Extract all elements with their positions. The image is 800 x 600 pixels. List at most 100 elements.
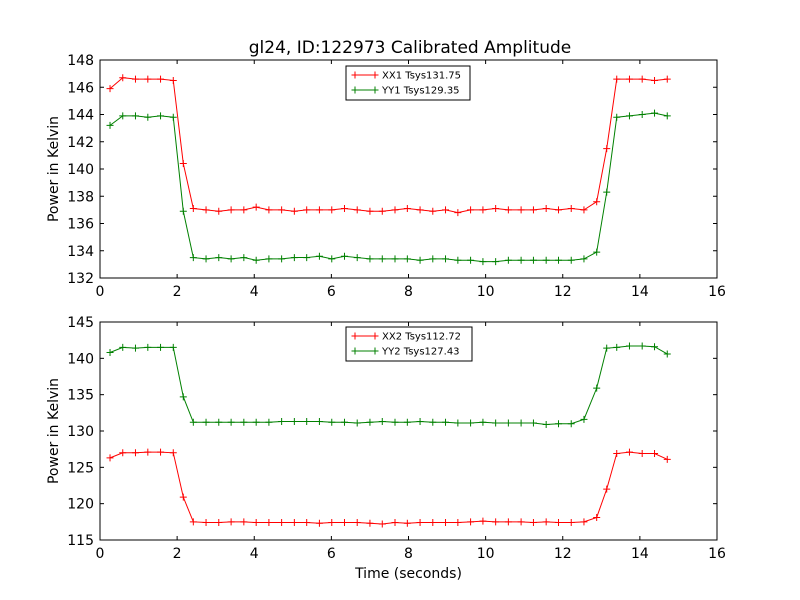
legend-marker	[371, 332, 379, 340]
legend-label: XX1 Tsys131.75	[382, 71, 461, 82]
data-point-marker	[252, 203, 260, 211]
data-point-marker	[603, 188, 611, 196]
data-point-marker	[189, 518, 197, 526]
legend: XX1 Tsys131.75 YY1 Tsys129.35	[345, 65, 471, 101]
data-point-marker	[240, 418, 248, 426]
data-point-marker	[169, 449, 177, 457]
data-point-marker	[106, 349, 114, 357]
data-point-marker	[467, 419, 475, 427]
y-tick-label: 144	[67, 108, 94, 124]
data-point-marker	[416, 519, 424, 527]
data-point-marker	[119, 449, 127, 457]
data-point-marker	[479, 418, 487, 426]
data-point-marker	[278, 418, 286, 426]
x-tick-label: 10	[477, 284, 495, 300]
x-tick-label: 8	[404, 546, 413, 562]
data-point-marker	[613, 113, 621, 121]
y-tick-label: 140	[67, 351, 94, 367]
data-point-marker	[378, 418, 386, 426]
data-point-marker	[651, 343, 659, 351]
series-line	[109, 77, 668, 214]
data-point-marker	[542, 420, 550, 428]
y-tick-label: 134	[67, 244, 94, 260]
y-axis-label: Power in Kelvin	[46, 116, 62, 222]
data-point-marker	[651, 450, 659, 458]
data-point-marker	[625, 112, 633, 120]
data-point-marker	[593, 198, 601, 206]
data-point-marker	[429, 207, 437, 215]
data-point-marker	[315, 519, 323, 527]
data-point-marker	[227, 418, 235, 426]
series-2-group	[106, 342, 671, 428]
data-point-marker	[467, 256, 475, 264]
data-point-marker	[215, 418, 223, 426]
data-point-marker	[202, 206, 210, 214]
data-point-marker	[131, 112, 139, 120]
data-point-marker	[179, 493, 187, 501]
data-point-marker	[504, 419, 512, 427]
data-point-marker	[328, 519, 336, 527]
data-point-marker	[638, 450, 646, 458]
legend-marker	[351, 347, 359, 355]
data-point-marker	[663, 75, 671, 83]
data-point-marker	[625, 448, 633, 456]
data-point-marker	[542, 256, 550, 264]
data-point-marker	[391, 255, 399, 263]
data-point-marker	[567, 420, 575, 428]
data-point-marker	[265, 418, 273, 426]
x-tick-label: 6	[327, 546, 336, 562]
data-point-marker	[517, 518, 525, 526]
data-point-marker	[603, 344, 611, 352]
series-2-group	[106, 109, 671, 266]
data-point-marker	[290, 254, 298, 262]
data-point-marker	[202, 519, 210, 527]
data-point-marker	[529, 419, 537, 427]
x-tick-label: 12	[554, 284, 572, 300]
y-tick-label: 140	[67, 162, 94, 178]
data-point-marker	[106, 85, 114, 93]
data-point-marker	[638, 111, 646, 118]
data-point-marker	[567, 205, 575, 213]
data-point-marker	[252, 256, 260, 264]
data-point-marker	[613, 343, 621, 351]
data-point-marker	[144, 113, 152, 121]
data-point-marker	[467, 206, 475, 214]
y-tick-label: 145	[67, 315, 94, 331]
data-point-marker	[391, 418, 399, 426]
data-point-marker	[119, 112, 127, 120]
data-point-marker	[265, 255, 273, 263]
x-tick-label: 2	[173, 546, 182, 562]
data-point-marker	[517, 256, 525, 264]
data-point-marker	[638, 75, 646, 83]
y-tick-label: 135	[67, 388, 94, 404]
data-point-marker	[144, 448, 152, 456]
data-point-marker	[378, 255, 386, 263]
data-point-marker	[580, 415, 588, 423]
data-point-marker	[638, 342, 646, 350]
data-point-marker	[454, 419, 462, 427]
data-point-marker	[651, 76, 659, 84]
data-point-marker	[157, 75, 165, 83]
data-point-marker	[290, 519, 298, 527]
data-point-marker	[580, 518, 588, 526]
data-point-marker	[603, 485, 611, 493]
data-point-marker	[106, 454, 114, 462]
y-tick-label: 115	[67, 533, 94, 549]
data-point-marker	[215, 254, 223, 262]
data-point-marker	[416, 256, 424, 264]
data-point-marker	[580, 206, 588, 214]
data-point-marker	[416, 418, 424, 426]
data-point-marker	[542, 518, 550, 526]
data-point-marker	[202, 418, 210, 426]
data-point-marker	[492, 518, 500, 526]
data-point-marker	[328, 418, 336, 426]
data-point-marker	[454, 519, 462, 527]
legend-box	[345, 65, 471, 101]
series-1-group	[106, 74, 671, 217]
data-point-marker	[378, 207, 386, 215]
data-point-marker	[315, 418, 323, 426]
data-point-marker	[340, 205, 348, 213]
data-point-marker	[303, 519, 311, 527]
data-point-marker	[366, 255, 374, 263]
